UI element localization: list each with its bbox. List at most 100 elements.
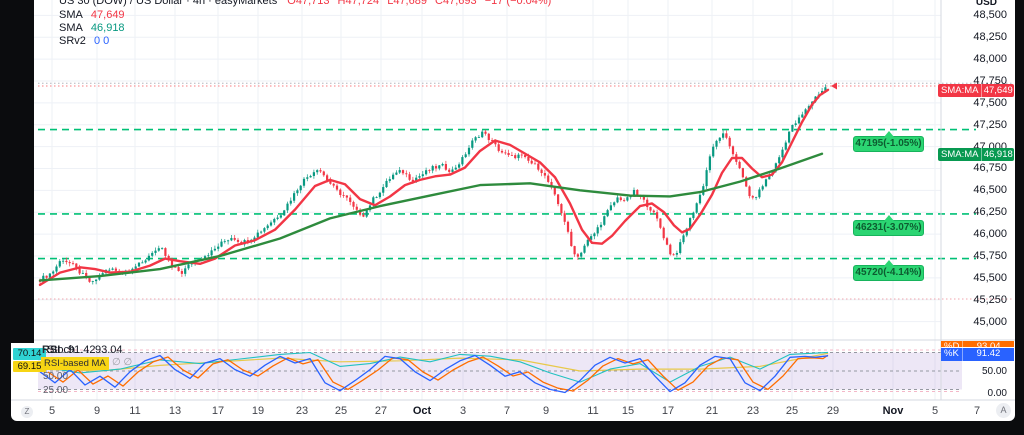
sma-badge-value: 47,649 <box>981 83 1014 97</box>
sma-fast-line[interactable] <box>38 88 830 287</box>
candle-body <box>326 175 329 181</box>
candle-body <box>491 140 494 141</box>
candle-body <box>207 255 210 257</box>
rsi-based-ma-label[interactable]: RSI-based MA <box>41 357 109 370</box>
candle-body <box>642 196 645 200</box>
sma-slow-line[interactable] <box>38 152 824 282</box>
time-axis-tick[interactable]: 23 <box>746 405 760 417</box>
time-axis-tick[interactable]: 15 <box>621 405 635 417</box>
candle-body <box>738 161 741 169</box>
candle-body <box>613 202 616 206</box>
price-chart-canvas[interactable] <box>11 0 1015 421</box>
time-axis-tick[interactable]: 9 <box>93 405 101 417</box>
candle-body <box>177 267 180 272</box>
rsi-indicator-label[interactable]: RSI <box>42 344 61 356</box>
candle-body <box>213 248 216 251</box>
candle-body <box>467 147 471 155</box>
price-axis-label[interactable]: 48,000 <box>973 53 1007 66</box>
time-axis-tick[interactable]: 3 <box>459 405 467 417</box>
candle-body <box>263 228 266 232</box>
price-axis-label[interactable]: 45,500 <box>973 271 1007 284</box>
time-axis-tick[interactable]: 7 <box>973 405 981 417</box>
candle-body <box>279 215 282 218</box>
candle-body <box>731 146 735 155</box>
price-axis-label[interactable]: 48,250 <box>973 31 1007 44</box>
candle-body <box>593 233 596 237</box>
price-axis-label[interactable]: 46,000 <box>973 228 1007 241</box>
price-axis-label[interactable]: 45,250 <box>973 293 1007 306</box>
level-badge[interactable]: 46231(-3.07%) <box>853 215 924 237</box>
stoch-indicator-label[interactable]: Stoch <box>47 344 76 356</box>
candle-body <box>547 175 550 182</box>
time-axis-tick[interactable]: 5 <box>48 405 56 417</box>
candle-body <box>514 155 517 159</box>
candle-body <box>448 169 451 172</box>
legend-srv2[interactable]: SRv2 0 0 <box>59 35 109 47</box>
time-axis-tick[interactable]: 7 <box>503 405 511 417</box>
timezone-button[interactable]: Z <box>21 406 33 418</box>
price-axis-label[interactable]: 46,250 <box>973 206 1007 219</box>
candle-body <box>388 179 391 181</box>
price-axis-label[interactable]: 48,500 <box>973 9 1007 22</box>
time-axis-tick[interactable]: 5 <box>931 405 939 417</box>
candle-body <box>223 241 226 243</box>
price-axis-label[interactable]: 45,000 <box>973 315 1007 328</box>
stoch-d-line[interactable] <box>47 354 829 392</box>
candle-body <box>451 169 454 172</box>
time-axis-tick[interactable]: 9 <box>542 405 550 417</box>
auto-scale-button[interactable]: A <box>996 403 1011 418</box>
stoch-axis-badge[interactable]: %K 91.42 <box>941 348 1014 361</box>
candle-body <box>220 241 223 247</box>
sma-axis-badge[interactable]: SMA:MA 47,649 <box>938 83 1014 97</box>
time-axis-tick[interactable]: 21 <box>705 405 719 417</box>
level-badge[interactable]: 47195(-1.05%) <box>853 131 924 153</box>
time-axis-tick[interactable]: 11 <box>587 405 599 417</box>
stoch-k-line[interactable] <box>39 354 829 394</box>
sma-axis-badge[interactable]: SMA:MA 46,918 <box>938 147 1014 161</box>
ohlc-open: O47,713 <box>287 0 330 7</box>
time-axis-tick[interactable]: 23 <box>295 405 309 417</box>
candle-body <box>151 252 154 256</box>
candle-body <box>299 185 302 191</box>
candle-body <box>134 266 137 269</box>
rsi-scale-badge[interactable]: 70.14 <box>13 348 46 360</box>
candle-body <box>438 165 441 169</box>
candle-body <box>507 152 510 156</box>
rsi-scale-badge[interactable]: 69.15 <box>13 360 46 372</box>
candle-body <box>289 200 292 204</box>
candle-body <box>599 224 603 228</box>
time-axis-tick[interactable]: 27 <box>374 405 388 417</box>
stoch-axis-badge[interactable]: %D 93.04 <box>941 341 1014 347</box>
symbol-legend[interactable]: US 30 (DOW) / US Dollar · 4h · easyMarke… <box>59 0 551 7</box>
candle-body <box>619 197 622 201</box>
candle-body <box>302 178 306 186</box>
time-axis-tick[interactable]: 29 <box>826 405 840 417</box>
candle-body <box>682 235 685 243</box>
time-axis-tick[interactable]: 13 <box>168 405 182 417</box>
candle-body <box>95 279 98 282</box>
time-axis-tick[interactable]: Nov <box>882 405 904 417</box>
candle-body <box>75 263 78 268</box>
rsi-line[interactable] <box>39 351 829 383</box>
price-axis-label[interactable]: 47,250 <box>973 118 1007 131</box>
legend-sma-slow[interactable]: SMA 46,918 <box>59 22 125 34</box>
candle-body <box>698 194 702 204</box>
level-badge[interactable]: 45720(-4.14%) <box>853 260 924 282</box>
last-price-arrow <box>831 82 837 90</box>
candle-body <box>550 181 553 188</box>
price-axis-label[interactable]: 46,500 <box>973 184 1007 197</box>
legend-sma-fast[interactable]: SMA 47,649 <box>59 9 125 21</box>
candle-body <box>517 154 520 159</box>
time-axis-tick[interactable]: 19 <box>251 405 265 417</box>
price-axis-label[interactable]: 45,750 <box>973 249 1007 262</box>
time-axis-tick[interactable]: 11 <box>129 405 141 417</box>
candle-body <box>309 175 312 178</box>
time-axis-tick[interactable]: 25 <box>334 405 348 417</box>
time-axis-tick[interactable]: 25 <box>785 405 799 417</box>
price-axis-label[interactable]: 46,750 <box>973 162 1007 175</box>
time-axis-tick[interactable]: Oct <box>412 405 432 417</box>
candle-body <box>570 231 573 247</box>
time-axis-tick[interactable]: 17 <box>211 405 225 417</box>
time-axis-tick[interactable]: 17 <box>661 405 675 417</box>
price-axis-label[interactable]: 47,500 <box>973 96 1007 109</box>
